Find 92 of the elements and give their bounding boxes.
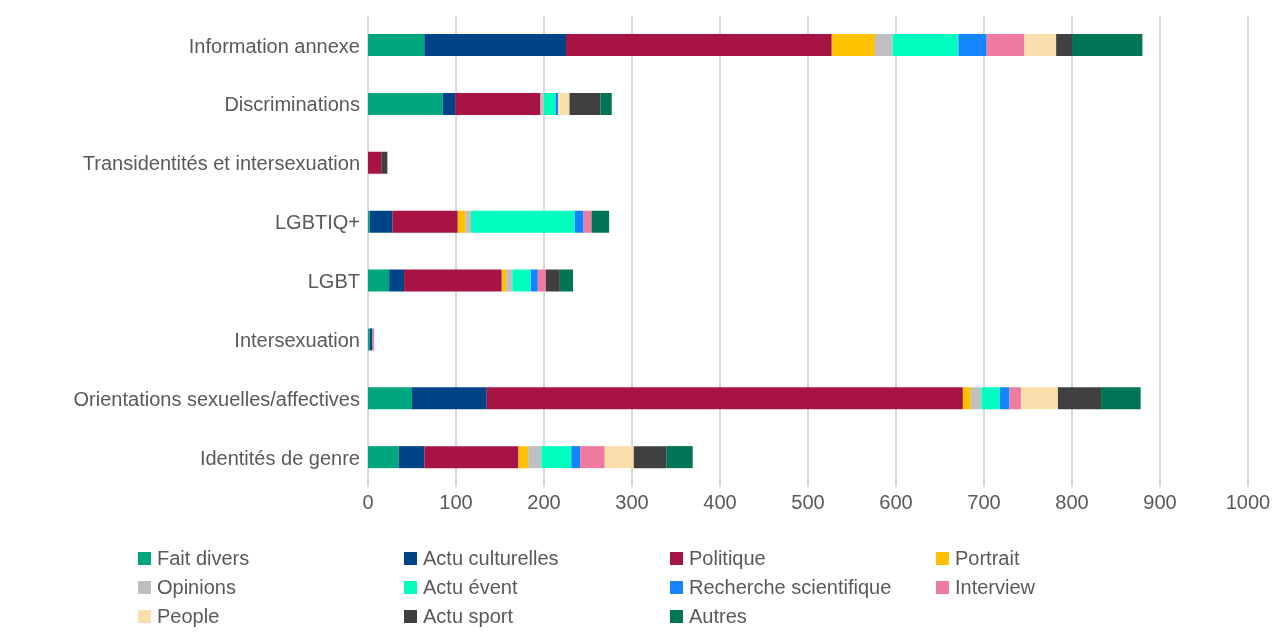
bar	[958, 34, 987, 56]
bar	[574, 210, 584, 233]
bar	[512, 269, 531, 292]
bar	[368, 446, 399, 469]
bar	[501, 269, 507, 292]
bar	[412, 387, 487, 410]
x-tick-label: 500	[791, 491, 825, 514]
bar	[368, 34, 425, 56]
y-tick-label: Orientations sexuelles/affectives	[73, 387, 360, 410]
bar	[559, 269, 574, 292]
bar	[962, 387, 971, 410]
x-tick-label: 1000	[1225, 491, 1271, 514]
bar	[580, 446, 605, 469]
y-tick-label: Information annexe	[188, 34, 360, 57]
legend-label: Politique	[689, 547, 766, 570]
bar	[566, 34, 832, 56]
bar	[569, 92, 601, 115]
bar	[558, 92, 570, 115]
x-tick-label: 100	[439, 491, 473, 514]
bar	[981, 387, 1000, 410]
bar	[545, 269, 560, 292]
bar	[544, 92, 556, 115]
x-tick-label: 900	[1143, 491, 1177, 514]
x-tick-label: 300	[615, 491, 649, 514]
x-tick-label: 600	[879, 491, 913, 514]
legend-label: Autres	[689, 605, 747, 628]
bar	[537, 269, 546, 292]
bar	[831, 34, 875, 56]
bar	[389, 269, 405, 292]
bar	[892, 34, 959, 56]
bar	[506, 269, 513, 292]
bar	[1072, 34, 1143, 56]
bar	[600, 92, 612, 115]
bar	[368, 387, 412, 410]
bar	[1101, 387, 1141, 410]
bar	[1009, 387, 1021, 410]
legend-label: Interview	[955, 576, 1036, 599]
bar	[571, 446, 581, 469]
bar	[1020, 387, 1058, 410]
bar	[404, 269, 502, 292]
y-tick-label: Intersexuation	[234, 328, 360, 351]
bar	[369, 210, 393, 233]
legend-label: People	[157, 605, 220, 628]
bar	[530, 269, 538, 292]
bar	[424, 446, 519, 469]
bar	[457, 210, 466, 233]
legend-label: Actu culturelles	[423, 547, 559, 570]
bar	[442, 92, 456, 115]
bar	[1057, 387, 1102, 410]
bar	[424, 34, 566, 56]
bar	[398, 446, 425, 469]
x-tick-label: 700	[967, 491, 1001, 514]
x-tick-label: 0	[362, 491, 374, 514]
y-tick-label: LGBT	[307, 270, 360, 293]
bar	[874, 34, 893, 56]
y-tick-label: Identités de genre	[199, 446, 360, 469]
legend-label: Opinions	[157, 576, 236, 599]
bar	[455, 92, 541, 115]
bar	[486, 387, 963, 410]
bar	[1056, 34, 1072, 56]
bar	[368, 92, 443, 115]
bar	[541, 446, 572, 469]
bar	[518, 446, 529, 469]
bar	[465, 210, 471, 233]
bar	[470, 210, 575, 233]
bar	[1024, 34, 1057, 56]
bar	[986, 34, 1025, 56]
bar	[591, 210, 610, 233]
bar	[528, 446, 542, 469]
bar	[633, 446, 667, 469]
bar	[604, 446, 634, 469]
bar	[368, 151, 382, 174]
legend-label: Actu sport	[423, 605, 514, 628]
bar	[970, 387, 982, 410]
bar	[381, 151, 388, 174]
bar	[368, 269, 390, 292]
x-tick-label: 800	[1055, 491, 1089, 514]
legend-label: Fait divers	[157, 547, 250, 570]
legend-label: Actu évent	[423, 576, 518, 599]
bar	[555, 92, 559, 115]
bar	[392, 210, 458, 233]
y-tick-label: Transidentités et intersexuation	[82, 152, 360, 175]
bar	[999, 387, 1010, 410]
legend-label: Recherche scientifique	[689, 576, 892, 599]
y-tick-label: Discriminations	[224, 93, 360, 116]
y-tick-label: LGBTIQ+	[274, 211, 360, 234]
bar	[666, 446, 693, 469]
x-tick-label: 200	[527, 491, 561, 514]
legend-label: Portrait	[955, 547, 1020, 570]
bar	[583, 210, 592, 233]
bar	[540, 92, 544, 115]
x-tick-label: 400	[703, 491, 737, 514]
